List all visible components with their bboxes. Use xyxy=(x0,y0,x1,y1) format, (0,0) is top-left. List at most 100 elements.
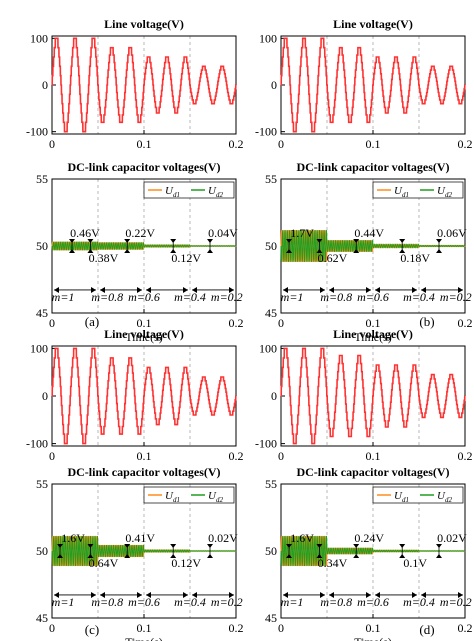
ripple-label: 0.18V xyxy=(400,251,430,265)
y-tick-label: 0 xyxy=(42,78,48,92)
m-arrow-head-left xyxy=(283,286,288,293)
ripple-arrow-down xyxy=(436,544,442,548)
x-tick-label: 0 xyxy=(49,449,55,463)
ripple-arrow-up xyxy=(87,249,94,253)
legend-label-ud1-sub: d1 xyxy=(402,191,409,199)
chart-title: Line voltage(V) xyxy=(104,327,184,341)
panel-caption: (d) xyxy=(419,622,434,637)
y-tick-label: 0 xyxy=(271,78,277,92)
m-arrow-head-right xyxy=(229,286,234,293)
ripple-arrow-up xyxy=(207,249,213,253)
ripple-arrow-up xyxy=(124,249,131,253)
ripple-label: 0.44V xyxy=(354,226,384,240)
legend-box xyxy=(372,486,464,504)
legend-box xyxy=(143,486,235,504)
ripple-arrow-down xyxy=(353,239,360,243)
m-arrow-head-left xyxy=(146,591,151,598)
m-arrow-head-left xyxy=(54,286,59,293)
ripple-arrow-down xyxy=(87,544,94,548)
chart-title: DC-link capacitor voltages(V) xyxy=(296,465,449,479)
m-arrow-head-left xyxy=(192,286,197,293)
x-tick-label: 0 xyxy=(49,621,55,635)
ripple-arrow-up xyxy=(399,554,406,558)
ripple-arrow-down xyxy=(57,544,64,548)
ud2-series xyxy=(280,535,466,567)
m-label: m=0.6 xyxy=(357,595,389,609)
ripple-label: 1.6V xyxy=(61,531,85,545)
line-voltage-series xyxy=(280,37,466,133)
legend: Ud1 Ud2 xyxy=(372,181,464,199)
m-arrow-head-right xyxy=(458,591,463,598)
x-tick-label: 0.2 xyxy=(458,621,473,635)
line-voltage-series xyxy=(51,347,237,445)
legend-label-ud1-sub: d1 xyxy=(402,496,409,504)
x-tick-label: 0.2 xyxy=(229,621,244,635)
ripple-arrow-down xyxy=(316,239,323,243)
m-arrow-head-left xyxy=(100,286,105,293)
m-label: m=0.8 xyxy=(320,595,352,609)
m-label: m=1 xyxy=(52,290,75,304)
ripple-label: 0.64V xyxy=(89,556,119,570)
y-tick-label: 45 xyxy=(265,306,277,320)
chart-title: Line voltage(V) xyxy=(333,327,413,341)
chart-title: DC-link capacitor voltages(V) xyxy=(296,160,449,174)
ripple-arrow-up xyxy=(87,554,94,558)
ripple-label: 0.46V xyxy=(70,226,100,240)
ud2-series xyxy=(51,535,237,567)
ripple-arrow-up xyxy=(170,249,177,253)
y-tick-label: 50 xyxy=(36,544,48,558)
ripple-arrow-down xyxy=(124,239,131,243)
ripple-label: 0.24V xyxy=(354,531,384,545)
y-tick-label: -100 xyxy=(26,125,48,139)
m-arrow-head-right xyxy=(320,286,325,293)
legend-label-ud1-sub: d1 xyxy=(173,496,180,504)
ripple-arrow-down xyxy=(170,239,177,243)
panel-caption: (b) xyxy=(419,314,434,329)
chart-title: Line voltage(V) xyxy=(104,17,184,31)
ripple-arrow-down xyxy=(316,544,323,548)
m-arrow-head-right xyxy=(412,591,417,598)
m-arrow-head-right xyxy=(137,591,142,598)
legend-box xyxy=(143,181,235,199)
ripple-arrow-up xyxy=(353,249,360,253)
x-tick-label: 0.1 xyxy=(366,449,381,463)
ripple-arrow-up xyxy=(436,554,442,558)
y-tick-label: 100 xyxy=(30,341,48,355)
x-tick-label: 0.1 xyxy=(366,621,381,635)
legend-label-ud2-sub: d2 xyxy=(216,191,224,199)
ripple-arrow-down xyxy=(286,239,293,243)
ripple-label: 0.41V xyxy=(125,531,155,545)
m-label: m=0.4 xyxy=(403,290,435,304)
ripple-label: 0.22V xyxy=(125,226,155,240)
x-tick-label: 0.2 xyxy=(458,449,473,463)
m-arrow-head-left xyxy=(375,286,380,293)
y-tick-label: 100 xyxy=(259,31,277,45)
ripple-arrow-down xyxy=(436,239,442,243)
y-tick-label: 50 xyxy=(36,239,48,253)
x-axis-label: Time(s) xyxy=(354,635,392,641)
y-tick-label: 0 xyxy=(271,389,277,403)
m-label: m=0.8 xyxy=(320,290,352,304)
ripple-arrow-down xyxy=(286,544,293,548)
ripple-label: 0.62V xyxy=(318,251,348,265)
x-tick-label: 0.1 xyxy=(137,621,152,635)
line-voltage-series xyxy=(280,347,466,445)
y-tick-label: 55 xyxy=(265,477,277,491)
m-arrow-head-left xyxy=(421,591,426,598)
ripple-arrow-down xyxy=(399,239,406,243)
x-tick-label: 0 xyxy=(278,137,284,151)
m-arrow-head-left xyxy=(421,286,426,293)
x-tick-label: 0.1 xyxy=(137,137,152,151)
x-tick-label: 0 xyxy=(49,316,55,330)
m-label: m=1 xyxy=(281,595,304,609)
y-tick-label: 0 xyxy=(42,389,48,403)
m-label: m=0.4 xyxy=(174,595,206,609)
ripple-arrow-down xyxy=(69,239,75,243)
ripple-arrow-up xyxy=(316,249,323,253)
y-tick-label: 50 xyxy=(265,239,277,253)
y-tick-label: 55 xyxy=(36,477,48,491)
m-arrow-head-right xyxy=(320,591,325,598)
